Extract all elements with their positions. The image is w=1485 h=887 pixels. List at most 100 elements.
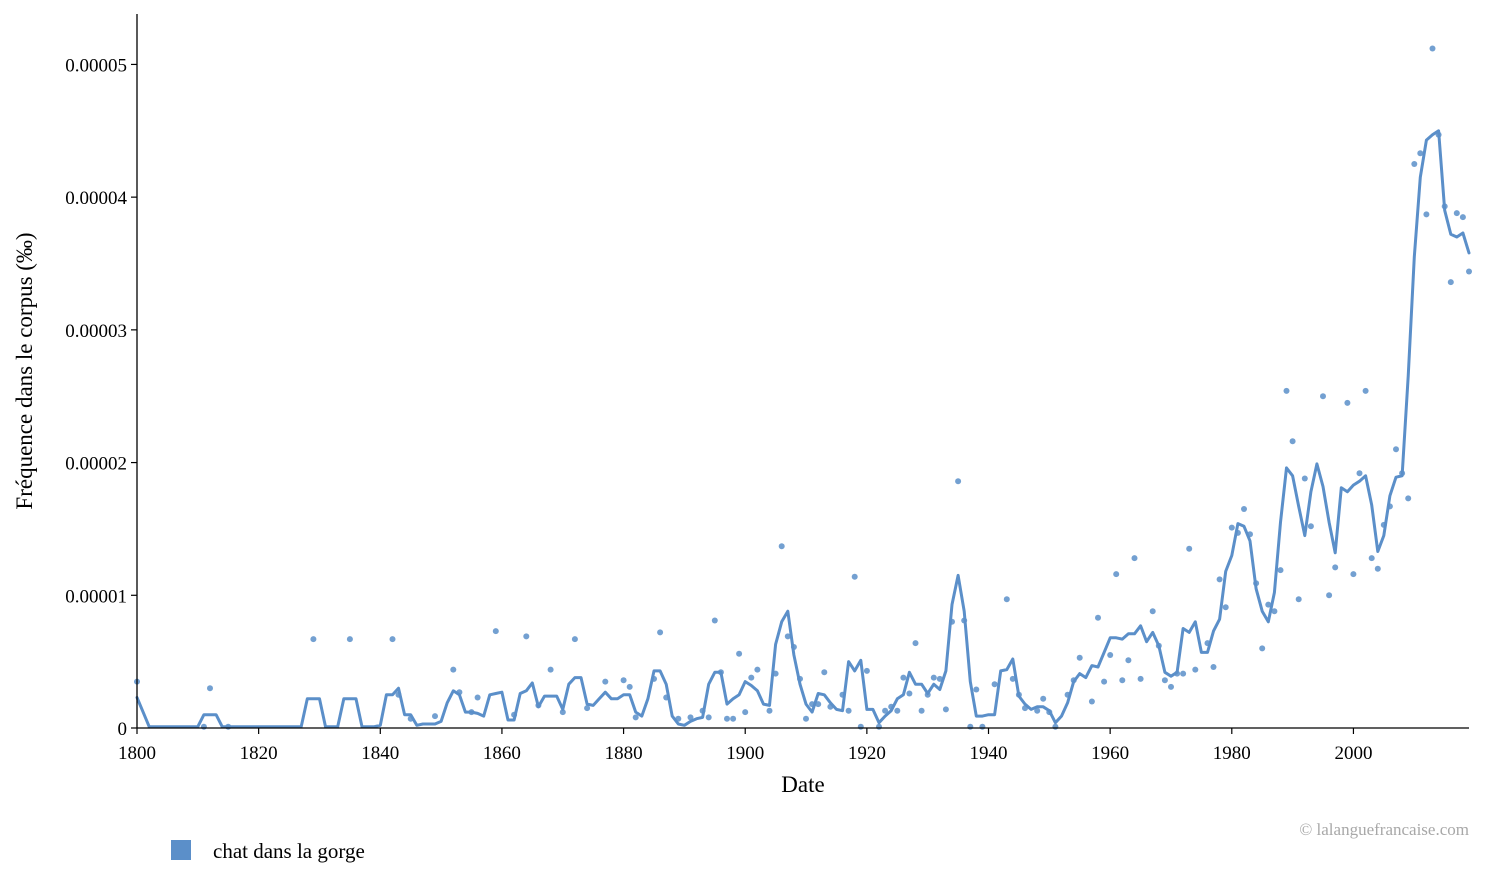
- data-point: [912, 640, 919, 647]
- y-tick-label: 0: [118, 719, 128, 740]
- data-point: [1466, 268, 1472, 275]
- data-point: [863, 667, 870, 674]
- data-point: [900, 674, 907, 681]
- data-point: [1088, 698, 1095, 705]
- data-point: [1301, 475, 1308, 482]
- series-line-chat-dans-la-gorge: [135, 129, 1471, 729]
- data-point: [979, 723, 986, 730]
- x-tick-label: 1800: [118, 743, 156, 764]
- data-point: [778, 543, 785, 550]
- data-point: [1356, 470, 1363, 477]
- data-point: [432, 713, 438, 720]
- data-point: [906, 690, 913, 697]
- data-point: [1350, 571, 1357, 578]
- data-point: [1210, 664, 1217, 670]
- data-point: [882, 707, 889, 714]
- data-point: [1447, 279, 1454, 286]
- x-tick-label: 1820: [240, 743, 278, 764]
- data-point: [918, 707, 925, 714]
- data-point: [742, 709, 749, 716]
- copyright-watermark: © lalanguefrancaise.com: [1299, 820, 1469, 839]
- legend-label: chat dans la gorge: [213, 839, 365, 863]
- data-point: [894, 707, 901, 714]
- y-tick-label: 0.00004: [65, 188, 127, 209]
- data-point: [1289, 438, 1296, 445]
- axes: [136, 14, 1469, 729]
- data-point: [1429, 45, 1436, 52]
- x-tick-label: 1980: [1213, 743, 1251, 764]
- y-tick-label: 0.00005: [65, 55, 127, 76]
- data-point: [1052, 723, 1059, 730]
- x-tick-label: 1860: [483, 743, 521, 764]
- data-point: [1101, 678, 1108, 685]
- y-tick-label: 0.00003: [65, 321, 127, 342]
- data-point: [748, 674, 755, 681]
- data-point: [450, 666, 457, 673]
- data-point: [1034, 707, 1041, 714]
- data-point: [1137, 675, 1144, 682]
- data-point: [1277, 567, 1284, 574]
- data-point: [389, 636, 396, 643]
- data-point: [1107, 652, 1114, 658]
- data-point: [1417, 150, 1424, 157]
- data-point: [1265, 601, 1272, 608]
- data-point: [1241, 506, 1247, 512]
- data-point: [876, 723, 882, 730]
- data-point: [1228, 524, 1235, 531]
- data-point: [1326, 592, 1333, 599]
- data-point: [523, 633, 530, 640]
- data-point: [626, 683, 633, 690]
- data-point: [851, 573, 858, 580]
- data-point: [310, 636, 317, 643]
- data-point: [1009, 675, 1016, 682]
- data-point: [766, 707, 773, 714]
- y-tick-label: 0.00002: [65, 454, 127, 475]
- x-tick-label: 1880: [605, 743, 643, 764]
- data-point: [803, 715, 809, 722]
- data-point: [1168, 683, 1174, 690]
- x-axis-title: Date: [781, 772, 824, 797]
- data-point: [1095, 614, 1101, 621]
- data-point: [1076, 654, 1083, 661]
- data-point: [1271, 608, 1278, 615]
- data-point: [1040, 695, 1047, 702]
- data-point: [1125, 657, 1132, 664]
- data-point: [1003, 596, 1010, 603]
- x-ticks: 1800 1820 1840 1860 1880 1900 1920 1940 1960 1980…: [118, 728, 1372, 764]
- data-point: [1332, 564, 1339, 571]
- x-tick-label: 1940: [970, 743, 1008, 764]
- data-point: [1283, 387, 1290, 394]
- data-point: [1131, 555, 1138, 562]
- data-point: [736, 650, 743, 657]
- data-point: [724, 715, 730, 722]
- data-point: [474, 694, 481, 701]
- data-point: [1113, 571, 1120, 578]
- data-point: [942, 706, 949, 713]
- x-tick-label: 1840: [361, 743, 399, 764]
- data-point: [602, 678, 609, 685]
- data-point: [955, 478, 962, 485]
- data-point: [1161, 677, 1168, 684]
- data-point: [1149, 608, 1156, 615]
- data-point: [1320, 393, 1326, 400]
- data-point: [584, 705, 591, 712]
- data-point: [657, 629, 664, 636]
- data-point: [1186, 545, 1193, 552]
- x-tick-label: 1900: [726, 743, 764, 764]
- x-tick-label: 2000: [1334, 743, 1372, 764]
- data-point: [845, 707, 852, 714]
- data-point: [1411, 161, 1418, 167]
- data-point: [1119, 677, 1126, 684]
- data-point: [1393, 446, 1399, 453]
- y-axis-title: Fréquence dans le corpus (‰): [12, 232, 37, 509]
- data-point: [1222, 604, 1229, 611]
- data-point: [991, 681, 998, 688]
- data-point: [1180, 670, 1187, 677]
- data-point: [207, 685, 213, 692]
- data-point: [1453, 210, 1460, 217]
- data-point: [1374, 565, 1381, 572]
- data-point: [967, 723, 974, 730]
- data-point: [200, 723, 207, 730]
- data-point: [1423, 211, 1430, 218]
- data-point: [973, 686, 980, 693]
